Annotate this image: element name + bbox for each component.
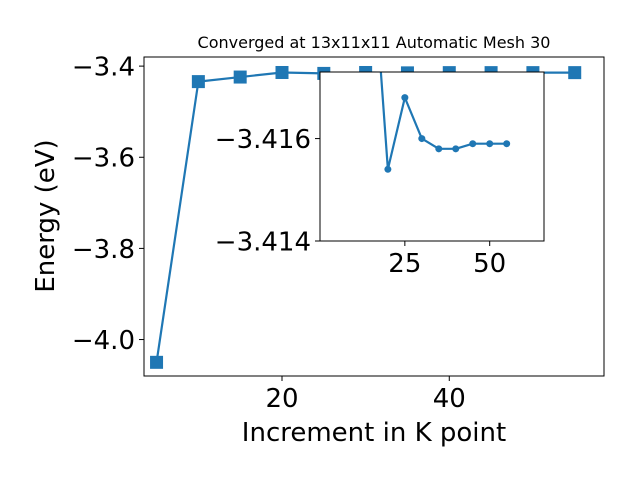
- main-data-point: [568, 66, 582, 80]
- inset-axis-ticks: 25 50 −3.416 −3.414: [215, 125, 506, 279]
- inset-data-point: [452, 145, 460, 153]
- inset-plot-frame: [319, 71, 545, 242]
- inset-y-tick-label: −3.416: [215, 125, 311, 155]
- main-data-point: [150, 355, 164, 369]
- main-x-tick-label: 20: [265, 384, 298, 414]
- x-axis-label: Increment in K point: [242, 418, 506, 448]
- inset-background: [320, 72, 544, 241]
- main-y-tick-label: −3.4: [72, 52, 135, 82]
- inset-data-point: [503, 140, 511, 148]
- inset-data-point: [469, 140, 477, 148]
- inset-data-point: [384, 165, 392, 173]
- inset-x-tick-label: 25: [388, 249, 421, 279]
- inset-data-point: [435, 145, 443, 153]
- inset-x-tick-label: 50: [473, 249, 506, 279]
- inset-data-point: [418, 135, 426, 143]
- main-y-tick-label: −3.6: [72, 144, 135, 174]
- inset-data-point: [486, 140, 494, 148]
- main-data-point: [233, 70, 247, 84]
- y-axis-label: Energy (eV): [31, 139, 61, 292]
- inset-series: [379, 72, 511, 173]
- main-y-tick-label: −4.0: [72, 326, 135, 356]
- chart-title: Converged at 13x11x11 Automatic Mesh 30: [198, 33, 551, 52]
- inset-y-tick-label: −3.414: [215, 227, 311, 257]
- main-y-tick-label: −3.8: [72, 235, 135, 265]
- main-data-point: [191, 75, 205, 89]
- main-axis-ticks: 20 40 −4.0 −3.8 −3.6 −3.4: [72, 52, 466, 414]
- main-data-point: [275, 65, 289, 79]
- main-x-tick-label: 40: [433, 384, 466, 414]
- inset-data-point: [401, 94, 409, 102]
- main-plot-frame: [143, 56, 605, 377]
- inset-chart: 25 50 −3.416 −3.414: [215, 71, 545, 279]
